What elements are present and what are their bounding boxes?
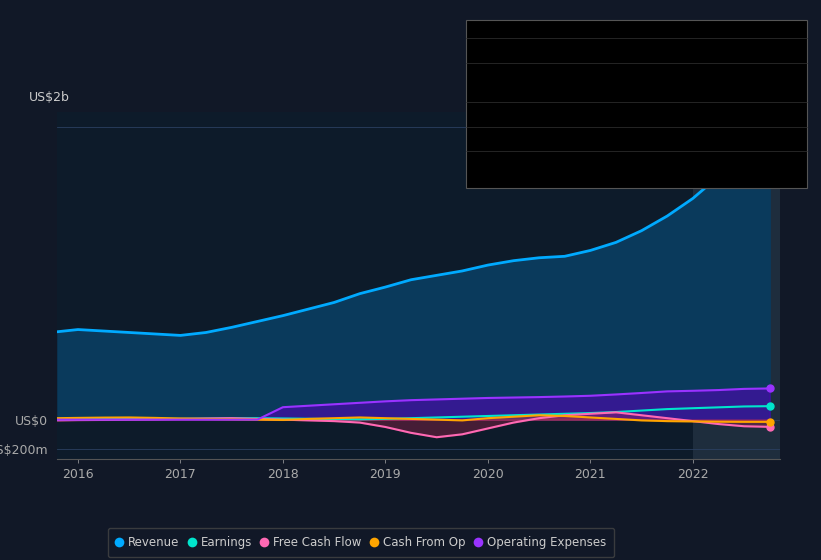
Text: -US$49.077m: -US$49.077m (618, 105, 707, 118)
Text: /yr: /yr (704, 129, 724, 143)
Text: -US$14.899m: -US$14.899m (618, 129, 707, 143)
Text: /yr: /yr (704, 105, 724, 118)
Text: profit margin: profit margin (644, 84, 726, 97)
Legend: Revenue, Earnings, Free Cash Flow, Cash From Op, Operating Expenses: Revenue, Earnings, Free Cash Flow, Cash … (108, 528, 614, 557)
Text: Free Cash Flow: Free Cash Flow (476, 105, 565, 118)
Bar (693, 112, 780, 459)
Text: /yr: /yr (709, 41, 728, 54)
Text: US$1.464b: US$1.464b (618, 41, 690, 54)
Text: US$91.990m: US$91.990m (618, 66, 702, 78)
Text: US$213.503m: US$213.503m (618, 154, 710, 167)
Text: /yr: /yr (704, 66, 724, 78)
Text: Operating Expenses: Operating Expenses (476, 154, 595, 167)
Text: Earnings: Earnings (476, 66, 528, 78)
Text: US$2b: US$2b (29, 91, 70, 104)
Text: Revenue: Revenue (476, 41, 528, 54)
Text: Sep 30 2022: Sep 30 2022 (476, 26, 569, 39)
Text: /yr: /yr (704, 154, 724, 167)
Text: Cash From Op: Cash From Op (476, 129, 558, 143)
Text: 6.3%: 6.3% (618, 84, 651, 97)
